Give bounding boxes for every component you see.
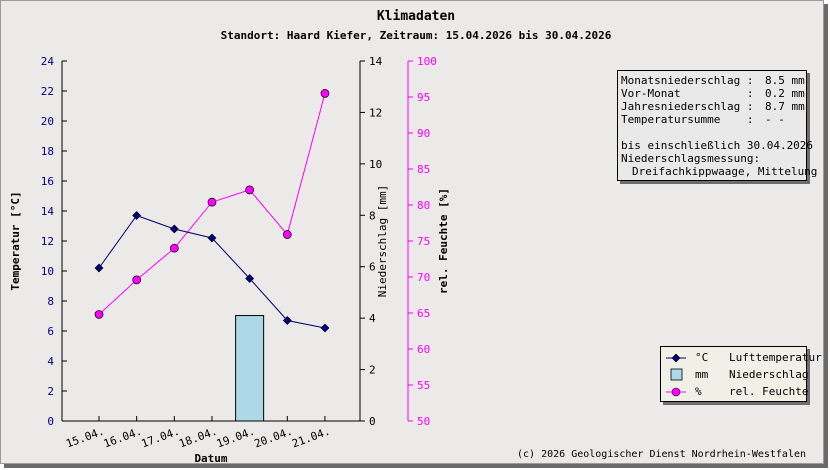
humidity-point bbox=[169, 243, 179, 253]
info-row-monthly: Monatsniederschlag : 8.5 mm bbox=[621, 74, 805, 87]
chart-title: Klimadaten bbox=[377, 9, 455, 24]
precipitation-tick-label: 0 bbox=[369, 415, 376, 428]
legend-label: rel. Feuchte bbox=[729, 385, 809, 398]
temperature-tick-label: 24 bbox=[41, 55, 55, 68]
legend-item-humidity: % rel. Feuchte bbox=[665, 384, 808, 400]
x-tick-label: 17.04. bbox=[140, 425, 182, 451]
info-value: 8.7 mm bbox=[765, 100, 805, 113]
info-value: 8.5 mm bbox=[765, 74, 805, 87]
legend-item-temperature: °C Lufttemperatur bbox=[665, 350, 822, 366]
humidity-tick-label: 75 bbox=[417, 235, 430, 248]
plot-area: 0246810121416182022240246810121450556065… bbox=[9, 55, 450, 463]
temperature-tick-label: 22 bbox=[41, 85, 54, 98]
precipitation-tick-label: 2 bbox=[369, 364, 376, 377]
temperature-tick-label: 10 bbox=[41, 265, 54, 278]
humidity-tick-label: 100 bbox=[417, 55, 437, 68]
temperature-point bbox=[282, 316, 292, 325]
precipitation-tick-label: 4 bbox=[369, 312, 376, 325]
info-row-temperature-sum: Temperatursumme : - - bbox=[621, 113, 785, 126]
legend-item-precipitation: mm Niederschlag bbox=[665, 367, 808, 383]
x-tick-label: 21.04. bbox=[290, 425, 332, 451]
legend-label: Niederschlag bbox=[729, 368, 809, 381]
precipitation-tick-label: 14 bbox=[369, 55, 383, 68]
info-value: - - bbox=[765, 113, 785, 126]
precipitation-tick-label: 12 bbox=[369, 106, 382, 119]
humidity-tick-label: 60 bbox=[417, 343, 430, 356]
info-value: 0.2 mm bbox=[765, 87, 805, 100]
precipitation-axis-label: Niederschlag [mm] bbox=[376, 185, 389, 298]
x-tick-label: 20.04. bbox=[253, 425, 295, 451]
copyright-footer: (c) 2026 Geologischer Dienst Nordrhein-W… bbox=[517, 449, 806, 460]
humidity-tick-label: 80 bbox=[417, 199, 430, 212]
temperature-tick-label: 20 bbox=[41, 115, 54, 128]
legend-unit: mm bbox=[695, 368, 709, 381]
humidity-tick-label: 70 bbox=[417, 271, 430, 284]
humidity-axis-label: rel. Feuchte [%] bbox=[437, 188, 450, 294]
temperature-tick-label: 0 bbox=[47, 415, 54, 428]
info-note-measurement: Niederschlagsmessung: bbox=[621, 152, 761, 165]
humidity-point bbox=[207, 197, 217, 207]
temperature-tick-label: 12 bbox=[41, 235, 54, 248]
diamond-marker-icon bbox=[666, 353, 686, 363]
temperature-point bbox=[320, 323, 330, 333]
humidity-tick-label: 50 bbox=[417, 415, 430, 428]
humidity-tick-label: 95 bbox=[417, 91, 430, 104]
humidity-point bbox=[282, 230, 292, 239]
humidity-point bbox=[132, 275, 142, 285]
precipitation-tick-label: 10 bbox=[369, 158, 382, 171]
legend-label: Lufttemperatur bbox=[729, 351, 822, 364]
info-row-yearly: Jahresniederschlag : 8.7 mm bbox=[621, 100, 805, 113]
temperature-point bbox=[169, 224, 179, 234]
info-label: Temperatursumme : bbox=[621, 113, 754, 126]
humidity-tick-label: 55 bbox=[417, 379, 430, 392]
x-tick-label: 15.04. bbox=[64, 425, 106, 451]
precipitation-tick-label: 6 bbox=[369, 261, 376, 274]
temperature-tick-label: 4 bbox=[47, 355, 54, 368]
humidity-point bbox=[320, 89, 330, 98]
chart-canvas: Klimadaten Standort: Haard Kiefer, Zeitr… bbox=[9, 9, 612, 463]
circle-marker-icon bbox=[666, 387, 686, 397]
humidity-point bbox=[245, 185, 254, 195]
x-tick-label: 16.04. bbox=[102, 425, 144, 451]
legend-unit: % bbox=[695, 385, 702, 398]
info-label: Jahresniederschlag : bbox=[621, 100, 754, 113]
temperature-point bbox=[94, 263, 104, 273]
temperature-tick-label: 8 bbox=[47, 295, 54, 308]
bar-swatch-icon bbox=[670, 368, 683, 381]
temperature-point bbox=[207, 233, 217, 243]
humidity-tick-label: 90 bbox=[417, 127, 430, 140]
temperature-axis-label: Temperatur [°C] bbox=[9, 191, 22, 290]
humidity-tick-label: 85 bbox=[417, 163, 430, 176]
legend-unit: °C bbox=[695, 351, 709, 364]
x-tick-label: 19.04. bbox=[215, 425, 257, 451]
humidity-tick-label: 65 bbox=[417, 307, 430, 320]
info-box: Monatsniederschlag : 8.5 mm Vor-Monat : 0.… bbox=[617, 70, 817, 181]
temperature-tick-label: 2 bbox=[47, 385, 54, 398]
info-row-previous-month: Vor-Monat : 0.2 mm bbox=[621, 87, 805, 100]
info-note-method: Dreifachkippwaage, Mittelung bbox=[632, 165, 818, 178]
info-note-until: bis einschließlich 30.04.2026 bbox=[621, 139, 814, 152]
temperature-point bbox=[132, 211, 142, 220]
info-label: Monatsniederschlag : bbox=[621, 74, 754, 87]
chart-subtitle: Standort: Haard Kiefer, Zeitraum: 15.04.… bbox=[221, 29, 612, 42]
precipitation-bar bbox=[235, 315, 265, 422]
temperature-tick-label: 18 bbox=[41, 145, 54, 158]
temperature-tick-label: 16 bbox=[41, 175, 54, 188]
x-axis-label: Datum bbox=[194, 452, 227, 463]
humidity-point bbox=[94, 310, 104, 319]
temperature-tick-label: 6 bbox=[47, 325, 54, 338]
info-label: Vor-Monat : bbox=[621, 87, 754, 100]
precipitation-tick-label: 8 bbox=[369, 209, 376, 222]
temperature-tick-label: 14 bbox=[41, 205, 55, 218]
legend: °C Lufttemperatur mm Niederschlag % rel.… bbox=[660, 346, 822, 402]
x-tick-label: 18.04. bbox=[177, 425, 219, 451]
temperature-point bbox=[245, 274, 255, 283]
